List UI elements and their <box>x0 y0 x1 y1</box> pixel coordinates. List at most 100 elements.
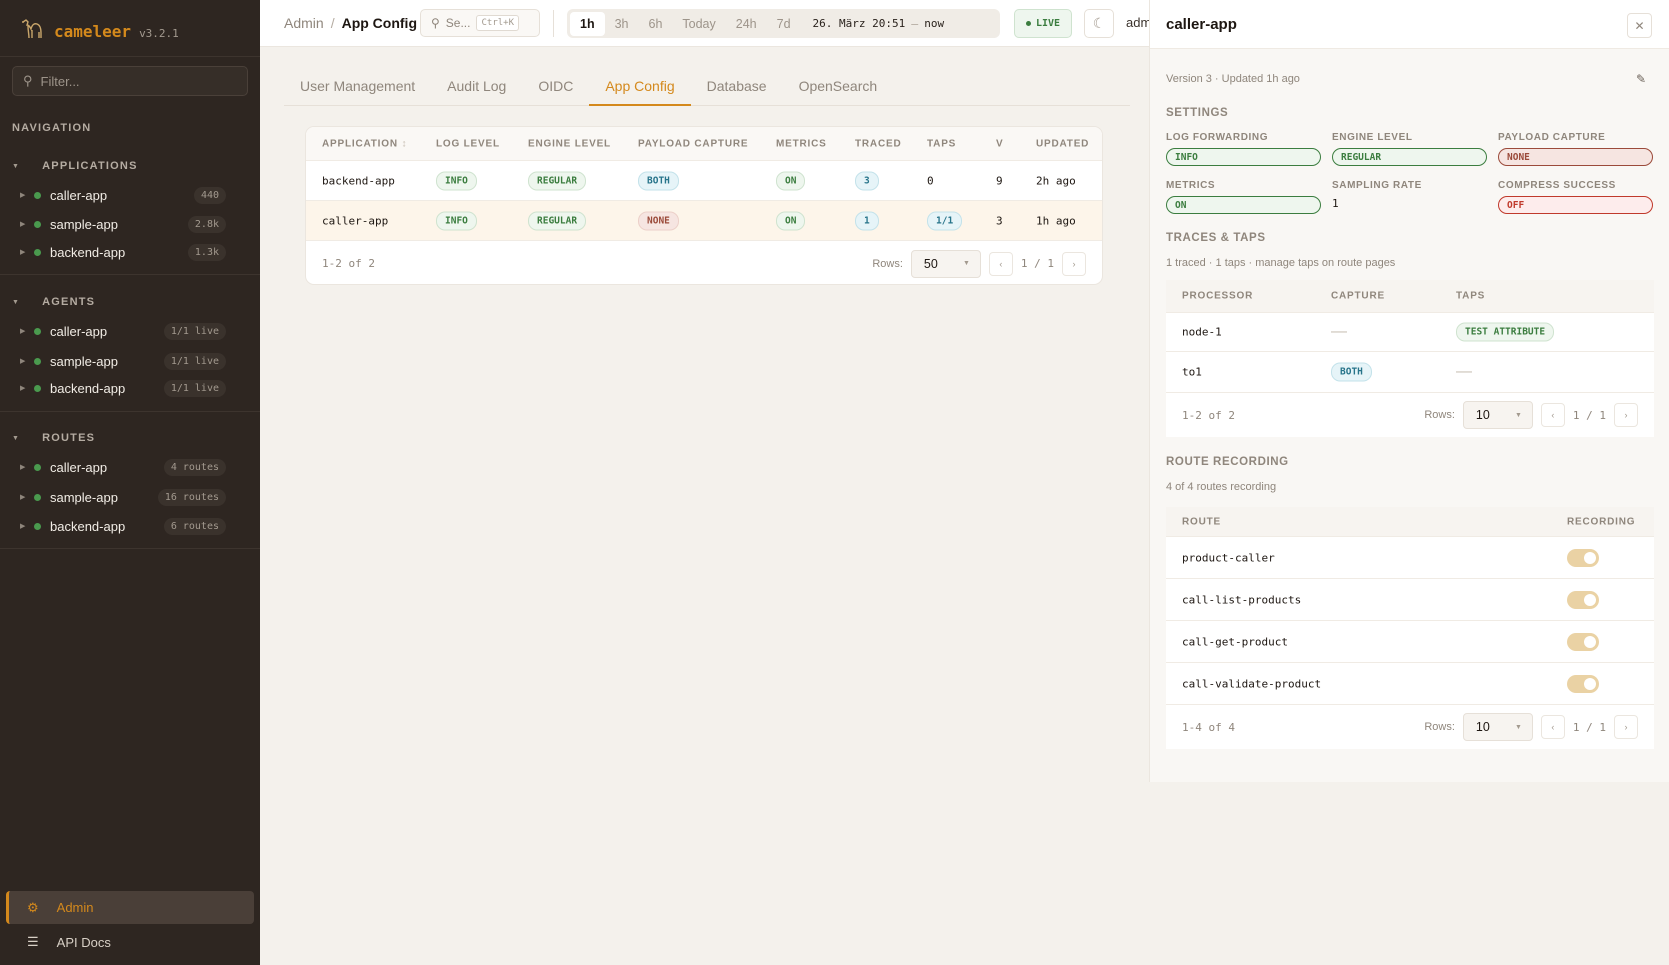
logo[interactable]: cameleer v3.2.1 <box>20 16 179 47</box>
range-1h[interactable]: 1h <box>570 11 605 36</box>
live-toggle[interactable]: LIVE <box>1014 9 1072 38</box>
table-row[interactable]: node-1 — TEST ATTRIBUTE <box>1166 313 1654 352</box>
rows-value: 10 <box>1475 720 1490 734</box>
item-count: 1/1 live <box>163 322 226 340</box>
range-6h[interactable]: 6h <box>648 16 663 31</box>
toggle-knob <box>1584 635 1596 648</box>
group-routes[interactable]: ▼ ROUTES <box>12 432 95 444</box>
search-placeholder: Se... <box>445 16 471 30</box>
recording-toggle[interactable] <box>1567 674 1599 693</box>
item-count: 4 routes <box>163 458 226 476</box>
app-item-backend-app[interactable]: ▶ backend-app 1.3k <box>20 241 226 263</box>
payload-badge: NONE <box>638 211 679 230</box>
user-menu[interactable]: adm <box>1126 15 1152 30</box>
item-label: caller-app <box>50 187 108 203</box>
theme-toggle-moon-icon[interactable]: ☾ <box>1084 9 1114 38</box>
agent-item-backend-app[interactable]: ▶ backend-app 1/1 live <box>20 377 226 399</box>
table-row[interactable]: backend-app INFO REGULAR BOTH ON 3 0 9 2… <box>306 161 1102 201</box>
nav-admin[interactable]: ⚙ Admin <box>6 891 254 924</box>
setting-label: LOG FORWARDING <box>1166 132 1269 143</box>
recording-toggle[interactable] <box>1567 590 1599 609</box>
chevron-down-icon: ▼ <box>1514 723 1522 731</box>
tab-user-management[interactable]: User Management <box>300 78 416 94</box>
table-row: call-get-product <box>1166 621 1654 663</box>
filter-input[interactable]: ⚲ Filter... <box>12 66 248 96</box>
table-row[interactable]: to1 BOTH — <box>1166 352 1654 393</box>
range-from[interactable]: 26. März 20:51 <box>812 17 906 30</box>
nav-heading: NAVIGATION <box>12 122 92 134</box>
item-label: backend-app <box>50 518 126 534</box>
edit-pencil-icon[interactable]: ✎ <box>1636 72 1647 86</box>
caret-right-icon: ▶ <box>20 494 26 501</box>
panel-title: caller-app <box>1166 16 1237 33</box>
group-label: AGENTS <box>42 296 96 308</box>
group-agents[interactable]: ▼ AGENTS <box>12 296 95 308</box>
item-count: 2.8k <box>187 215 226 233</box>
col-metrics: METRICS <box>776 138 827 149</box>
divider <box>0 411 260 412</box>
route-item-sample-app[interactable]: ▶ sample-app 16 routes <box>20 486 226 508</box>
agent-item-sample-app[interactable]: ▶ sample-app 1/1 live <box>20 350 226 372</box>
live-dot-icon <box>1025 21 1031 26</box>
setting-label: COMPRESS SUCCESS <box>1498 180 1616 191</box>
rows-per-page-select[interactable]: 10 ▼ <box>1462 713 1533 741</box>
caret-right-icon: ▶ <box>20 249 26 256</box>
updated-value: 2h ago <box>1036 174 1076 187</box>
range-3h[interactable]: 3h <box>614 16 629 31</box>
payload-badge: BOTH <box>638 171 679 190</box>
setting-label: SAMPLING RATE <box>1332 180 1422 191</box>
rows-per-page-select[interactable]: 50 ▼ <box>910 249 981 278</box>
tap-badge: TEST ATTRIBUTE <box>1456 322 1555 342</box>
next-page-button[interactable]: › <box>1614 403 1638 427</box>
tab-oidc[interactable]: OIDC <box>538 78 574 94</box>
search-button[interactable]: ⚲ Se... Ctrl+K <box>420 9 540 37</box>
app-item-caller-app[interactable]: ▶ caller-app 440 <box>20 184 226 206</box>
setting-label: METRICS <box>1166 180 1216 191</box>
col-log-level: LOG LEVEL <box>436 138 500 149</box>
col-application[interactable]: APPLICATION ↕ <box>322 138 407 149</box>
range-today[interactable]: Today <box>682 16 716 31</box>
breadcrumb-current: App Config <box>341 15 417 31</box>
tab-opensearch[interactable]: OpenSearch <box>798 78 878 94</box>
range-24h[interactable]: 24h <box>735 16 757 31</box>
route-recording-table: ROUTE RECORDING product-caller call-list… <box>1166 507 1654 749</box>
table-row-selected[interactable]: caller-app INFO REGULAR NONE ON 1 1/1 3 … <box>306 201 1102 241</box>
app-item-sample-app[interactable]: ▶ sample-app 2.8k <box>20 213 226 235</box>
col-route: ROUTE <box>1182 516 1221 527</box>
agent-item-caller-app[interactable]: ▶ caller-app 1/1 live <box>20 320 226 342</box>
rows-value: 50 <box>923 256 938 271</box>
metrics-badge: ON <box>1166 196 1321 214</box>
taps-value: 0 <box>927 174 934 187</box>
log-level-badge: INFO <box>436 171 477 190</box>
route-item-backend-app[interactable]: ▶ backend-app 6 routes <box>20 515 226 537</box>
recording-toggle[interactable] <box>1567 548 1599 567</box>
nav-api-docs[interactable]: ☰ API Docs <box>6 928 254 956</box>
tab-audit-log[interactable]: Audit Log <box>447 78 507 94</box>
recording-toggle[interactable] <box>1567 632 1599 651</box>
item-count: 1.3k <box>187 243 226 261</box>
next-page-button[interactable]: › <box>1614 715 1638 739</box>
prev-page-button[interactable]: ‹ <box>988 251 1013 276</box>
item-count: 1/1 live <box>163 379 226 397</box>
tab-app-config[interactable]: App Config <box>589 70 691 106</box>
table-footer: 1-2 of 2 Rows: 50 ▼ ‹ 1 / 1 › <box>306 241 1102 284</box>
prev-page-button[interactable]: ‹ <box>1540 403 1565 427</box>
payload-capture-badge: NONE <box>1498 148 1653 166</box>
breadcrumb-admin[interactable]: Admin <box>284 15 324 31</box>
taps-badge: 1/1 <box>927 211 963 230</box>
col-recording: RECORDING <box>1567 516 1636 527</box>
prev-page-button[interactable]: ‹ <box>1540 715 1565 739</box>
route-item-caller-app[interactable]: ▶ caller-app 4 routes <box>20 456 226 478</box>
next-page-button[interactable]: › <box>1062 251 1086 276</box>
gear-icon: ⚙ <box>27 899 39 915</box>
tab-database[interactable]: Database <box>706 78 767 94</box>
status-dot <box>34 248 41 256</box>
row-count: 1-2 of 2 <box>322 257 375 270</box>
search-icon: ⚲ <box>23 73 33 88</box>
close-icon[interactable]: ✕ <box>1627 13 1652 38</box>
range-to[interactable]: now <box>924 17 945 30</box>
range-7d[interactable]: 7d <box>776 16 791 31</box>
log-forwarding-badge: INFO <box>1166 148 1321 166</box>
group-applications[interactable]: ▼ APPLICATIONS <box>12 160 138 172</box>
rows-per-page-select[interactable]: 10 ▼ <box>1462 401 1533 429</box>
